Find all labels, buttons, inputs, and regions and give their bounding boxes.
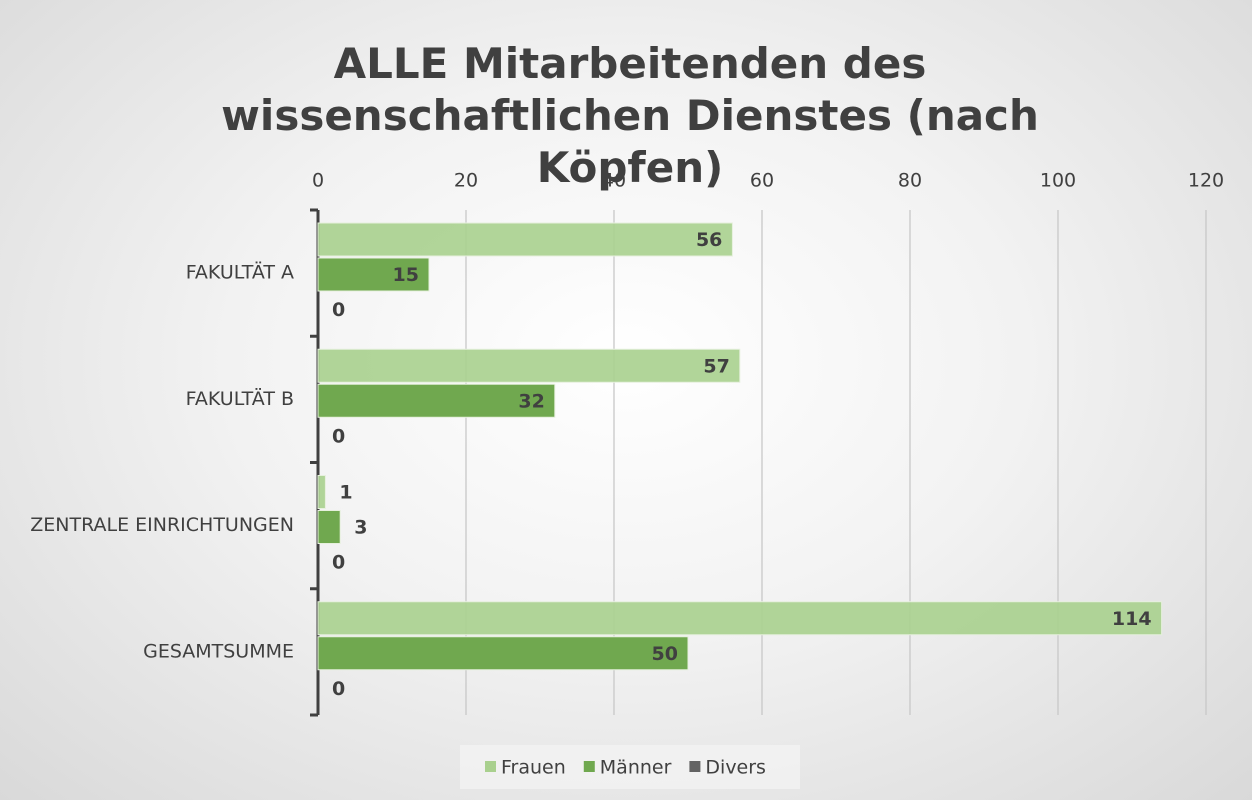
data-label: 57 (703, 355, 729, 377)
x-tick-label: 40 (602, 170, 626, 192)
data-label: 0 (332, 425, 345, 447)
data-label: 56 (696, 229, 722, 251)
legend-swatch (689, 761, 701, 772)
x-tick-label: 100 (1040, 170, 1076, 192)
legend-label: Männer (600, 757, 672, 779)
bar (317, 510, 341, 544)
y-tick-label: ZENTRALE EINRICHTUNGEN (30, 514, 294, 536)
data-label: 3 (354, 517, 367, 539)
data-label: 15 (393, 264, 419, 286)
x-tick-label: 0 (312, 170, 324, 192)
bar (317, 348, 741, 383)
x-tick-label: 120 (1188, 170, 1224, 192)
data-label: 0 (332, 299, 345, 321)
x-tick-label: 80 (898, 170, 922, 192)
bar (317, 257, 430, 292)
y-tick-label: FAKULTÄT B (186, 387, 294, 410)
y-tick-label: GESAMTSUMME (143, 640, 294, 662)
data-label: 114 (1112, 608, 1152, 630)
data-label: 0 (332, 678, 345, 700)
data-label: 0 (332, 552, 345, 574)
bar (317, 222, 733, 257)
legend-swatch (485, 761, 496, 772)
legend-swatch (583, 761, 595, 772)
data-label: 50 (652, 643, 678, 665)
bar (317, 601, 1163, 636)
y-tick-label: FAKULTÄT A (186, 261, 294, 284)
x-tick-label: 20 (454, 170, 478, 192)
data-label: 1 (339, 482, 352, 504)
legend-label: Divers (705, 757, 766, 779)
chart-title: ALLE Mitarbeitenden des wissenschaftlich… (221, 39, 1039, 192)
bar (317, 475, 326, 509)
legend-label: Frauen (501, 757, 566, 779)
legend-box (460, 745, 800, 789)
bar (317, 383, 556, 418)
data-label: 32 (518, 390, 544, 412)
x-tick-label: 60 (750, 170, 774, 192)
bar (317, 636, 689, 671)
